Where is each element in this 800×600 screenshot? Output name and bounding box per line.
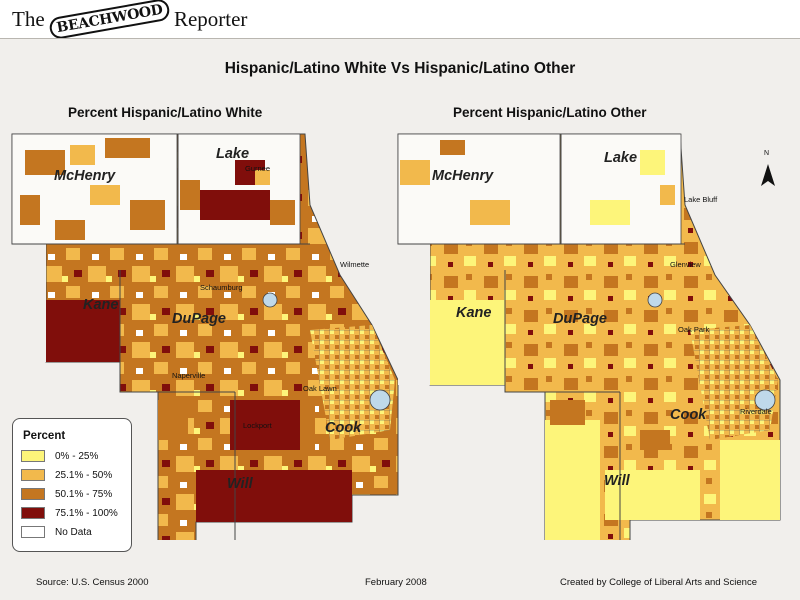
city-label-lake-bluff: Lake Bluff: [684, 195, 718, 204]
kane-dark-zone: [46, 300, 120, 362]
choropleth-maps: [11, 133, 781, 540]
legend-label: No Data: [55, 526, 92, 538]
mchenry-other: [397, 133, 561, 245]
legend: Percent 0% - 25% 25.1% - 50% 50.1% - 75%…: [12, 418, 132, 552]
county-label-mchenry-other: McHenry: [432, 168, 494, 184]
city-label-oak-lawn: Oak Lawn: [303, 384, 337, 393]
city-label-oak-park: Oak Park: [678, 325, 710, 334]
county-label-cook-white: Cook: [325, 420, 362, 436]
county-label-dupage-white: DuPage: [172, 311, 226, 327]
county-label-dupage-other: DuPage: [553, 311, 607, 327]
legend-title: Percent: [23, 430, 66, 442]
logo-word-the: The: [12, 6, 45, 31]
legend-label: 0% - 25%: [55, 450, 99, 462]
legend-item: 50.1% - 75%: [21, 487, 112, 501]
page-title: Hispanic/Latino White Vs Hispanic/Latino…: [224, 60, 576, 77]
north-arrow-icon: [761, 164, 775, 186]
city-label-gurnee: Gurnee: [245, 164, 271, 173]
site-header: The BEACHWOOD Reporter: [0, 0, 800, 41]
county-label-will-other: Will: [604, 473, 630, 489]
legend-swatch: [21, 469, 45, 481]
county-label-lake-white: Lake: [216, 146, 250, 162]
legend-swatch: [21, 526, 45, 538]
legend-swatch: [21, 507, 45, 519]
county-label-will-white: Will: [227, 476, 253, 492]
kane-light-zone: [430, 300, 505, 385]
footer-source: Source: U.S. Census 2000: [36, 577, 149, 588]
legend-item: No Data: [21, 525, 92, 539]
county-label-cook-other: Cook: [670, 407, 707, 423]
county-label-lake-other: Lake: [604, 150, 638, 166]
lake-white: [177, 133, 301, 245]
legend-label: 25.1% - 50%: [55, 469, 113, 481]
header-divider: [0, 38, 800, 39]
legend-swatch: [21, 450, 45, 462]
north-arrow: N: [758, 150, 778, 190]
legend-swatch: [21, 488, 45, 500]
footer-date: February 2008: [365, 577, 427, 588]
city-label-schaumburg: Schaumburg: [200, 283, 243, 292]
city-label-lockport: Lockport: [243, 421, 272, 430]
city-label-naperville: Naperville: [172, 371, 206, 380]
map-other: [397, 133, 781, 540]
footer-credit: Created by College of Liberal Arts and S…: [560, 577, 757, 588]
beachwood-reporter-logo[interactable]: The BEACHWOOD Reporter: [12, 0, 248, 41]
county-label-mchenry-white: McHenry: [54, 168, 116, 184]
city-label-wilmette: Wilmette: [340, 260, 370, 269]
city-label-glenview: Glenview: [670, 260, 701, 269]
map-title-other: Percent Hispanic/Latino Other: [453, 105, 647, 120]
chicago-city-other: [690, 325, 778, 440]
county-label-kane-white: Kane: [83, 297, 119, 313]
logo-word-beachwood: BEACHWOOD: [47, 0, 171, 41]
county-label-kane-other: Kane: [456, 305, 492, 321]
legend-item: 0% - 25%: [21, 449, 98, 463]
legend-item: 75.1% - 100%: [21, 506, 118, 520]
map-white: [11, 133, 399, 540]
city-label-riverdale: Riverdale: [740, 407, 772, 416]
legend-item: 25.1% - 50%: [21, 468, 112, 482]
logo-word-reporter: Reporter: [173, 6, 248, 31]
map-title-white: Percent Hispanic/Latino White: [68, 105, 263, 120]
legend-label: 50.1% - 75%: [55, 488, 113, 500]
chicago-city-white: [310, 325, 395, 440]
north-label: N: [764, 150, 770, 157]
legend-label: 75.1% - 100%: [55, 507, 118, 519]
